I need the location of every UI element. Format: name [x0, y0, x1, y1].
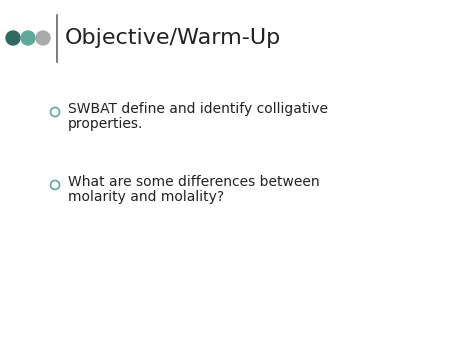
Text: Objective/Warm-Up: Objective/Warm-Up	[65, 28, 281, 48]
Text: What are some differences between: What are some differences between	[68, 175, 320, 189]
Text: molarity and molality?: molarity and molality?	[68, 190, 224, 204]
Text: properties.: properties.	[68, 117, 144, 131]
Circle shape	[21, 31, 35, 45]
Circle shape	[6, 31, 20, 45]
Text: SWBAT define and identify colligative: SWBAT define and identify colligative	[68, 102, 328, 116]
Circle shape	[36, 31, 50, 45]
